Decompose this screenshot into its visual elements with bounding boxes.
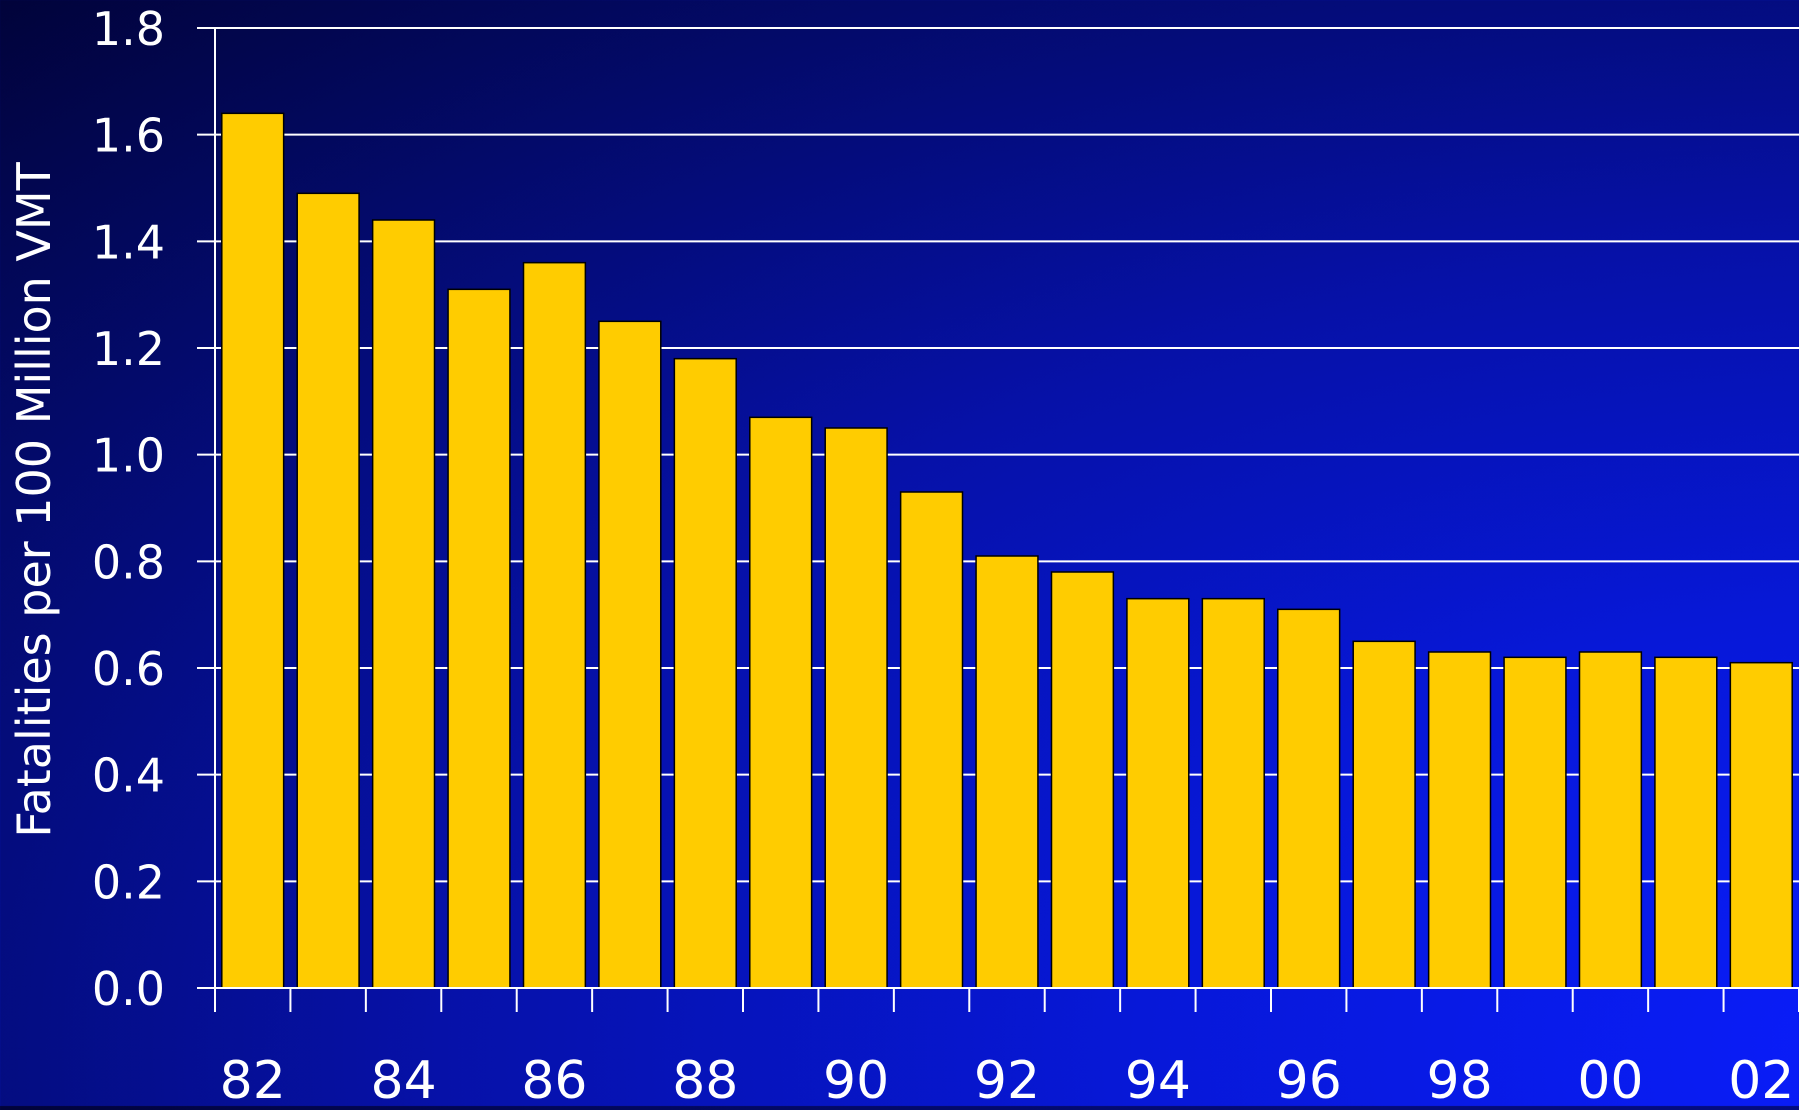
y-tick-label: 0.0 (92, 962, 165, 1016)
x-tick-label: 88 (672, 1051, 738, 1106)
bar-97 (1352, 640, 1416, 989)
y-tick-label: 1.4 (92, 215, 165, 269)
bar-94 (1126, 597, 1190, 989)
y-tick-label: 1.0 (92, 429, 165, 483)
bar-91 (899, 491, 964, 989)
bar-95 (1201, 597, 1265, 989)
y-tick-label: 1.2 (92, 322, 165, 376)
bar-00 (1578, 651, 1643, 989)
axes (197, 27, 1799, 1012)
y-tick-label: 0.4 (92, 749, 165, 803)
bar-83 (296, 192, 360, 989)
x-tick-label: 90 (823, 1051, 889, 1106)
y-axis-label: Fatalities per 100 Million VMT (7, 161, 61, 837)
x-tick-label: 94 (1125, 1051, 1191, 1106)
bar-93 (1050, 571, 1115, 989)
bar-92 (975, 555, 1039, 989)
bar-98 (1427, 651, 1492, 989)
bar-88 (673, 357, 737, 989)
bar-99 (1503, 656, 1567, 989)
bars (221, 112, 1793, 989)
x-tick-label: 98 (1426, 1051, 1492, 1106)
bar-86 (522, 261, 587, 989)
x-tick-label: 96 (1276, 1051, 1342, 1106)
x-tick-label: 92 (974, 1051, 1040, 1106)
y-tick-label: 1.6 (92, 109, 165, 163)
bar-96 (1277, 608, 1341, 989)
y-tick-label: 0.2 (92, 855, 165, 909)
bar-02 (1729, 661, 1793, 989)
bar-01 (1654, 656, 1718, 989)
bar-84 (371, 219, 436, 989)
y-tick-label: 1.8 (92, 2, 165, 56)
bar-85 (447, 288, 511, 989)
bar-87 (598, 320, 662, 989)
bar-82 (221, 112, 285, 989)
x-tick-label: 84 (370, 1051, 436, 1106)
y-tick-labels: 0.0 0.2 0.4 0.6 0.8 1.0 1.2 1.4 1.6 1.8 (92, 2, 165, 1016)
y-tick-label: 0.8 (92, 535, 165, 589)
y-tick-label: 0.6 (92, 642, 165, 696)
x-tick-label: 00 (1577, 1051, 1643, 1106)
bar-90 (824, 427, 888, 989)
x-tick-label: 82 (220, 1051, 286, 1106)
bar-89 (749, 416, 813, 989)
x-tick-label: 86 (521, 1051, 587, 1106)
x-tick-label: 02 (1728, 1051, 1794, 1106)
x-tick-labels: 82 84 86 88 90 92 94 96 98 00 02 (220, 1051, 1795, 1110)
